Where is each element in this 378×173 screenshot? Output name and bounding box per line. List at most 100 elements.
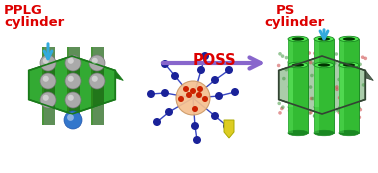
Circle shape bbox=[211, 76, 219, 84]
Bar bbox=[67, 47, 68, 125]
Circle shape bbox=[347, 84, 350, 87]
Ellipse shape bbox=[288, 62, 308, 68]
Bar bbox=[339, 65, 344, 133]
Circle shape bbox=[325, 110, 328, 113]
Ellipse shape bbox=[339, 130, 359, 136]
Circle shape bbox=[302, 53, 306, 56]
Circle shape bbox=[347, 91, 351, 94]
Circle shape bbox=[68, 95, 74, 101]
Circle shape bbox=[335, 52, 338, 56]
Circle shape bbox=[285, 56, 288, 59]
Circle shape bbox=[328, 71, 332, 75]
Circle shape bbox=[322, 100, 325, 103]
Circle shape bbox=[328, 106, 332, 109]
Circle shape bbox=[351, 101, 355, 105]
Ellipse shape bbox=[318, 63, 330, 67]
Circle shape bbox=[343, 64, 347, 67]
Circle shape bbox=[321, 59, 325, 62]
Bar bbox=[288, 65, 308, 133]
Circle shape bbox=[338, 111, 341, 114]
Circle shape bbox=[40, 55, 56, 71]
Circle shape bbox=[310, 97, 313, 100]
Circle shape bbox=[326, 108, 330, 111]
Circle shape bbox=[65, 55, 81, 71]
Circle shape bbox=[344, 87, 348, 91]
Bar bbox=[314, 39, 334, 107]
Circle shape bbox=[309, 85, 312, 89]
Circle shape bbox=[342, 51, 345, 55]
Text: cylinder: cylinder bbox=[4, 16, 64, 29]
Circle shape bbox=[43, 95, 49, 101]
Circle shape bbox=[197, 66, 205, 74]
Circle shape bbox=[346, 53, 350, 56]
Circle shape bbox=[196, 92, 202, 98]
Circle shape bbox=[288, 85, 291, 88]
Circle shape bbox=[336, 108, 340, 111]
Circle shape bbox=[314, 73, 317, 76]
Circle shape bbox=[345, 108, 349, 112]
Circle shape bbox=[313, 114, 316, 118]
Circle shape bbox=[161, 89, 169, 97]
Circle shape bbox=[358, 62, 362, 66]
Circle shape bbox=[176, 81, 210, 115]
Circle shape bbox=[147, 90, 155, 98]
Ellipse shape bbox=[339, 104, 359, 110]
Circle shape bbox=[308, 111, 311, 115]
Bar bbox=[67, 47, 79, 125]
Ellipse shape bbox=[288, 130, 308, 136]
Circle shape bbox=[314, 103, 318, 106]
Circle shape bbox=[211, 112, 219, 120]
Circle shape bbox=[347, 64, 350, 68]
Circle shape bbox=[312, 62, 316, 65]
Circle shape bbox=[327, 94, 331, 97]
Circle shape bbox=[345, 112, 349, 115]
Ellipse shape bbox=[339, 62, 359, 68]
Circle shape bbox=[292, 59, 295, 63]
Circle shape bbox=[223, 122, 231, 130]
Circle shape bbox=[344, 110, 347, 113]
Circle shape bbox=[323, 74, 327, 78]
Circle shape bbox=[285, 68, 288, 71]
Circle shape bbox=[328, 111, 332, 114]
Circle shape bbox=[192, 106, 198, 112]
Circle shape bbox=[332, 110, 336, 114]
Circle shape bbox=[277, 102, 281, 105]
Circle shape bbox=[333, 61, 336, 65]
Circle shape bbox=[325, 97, 329, 100]
Ellipse shape bbox=[314, 62, 334, 68]
Circle shape bbox=[280, 107, 284, 110]
Polygon shape bbox=[29, 56, 115, 114]
Circle shape bbox=[336, 109, 339, 112]
Circle shape bbox=[165, 108, 173, 116]
Circle shape bbox=[64, 111, 82, 129]
Polygon shape bbox=[72, 56, 123, 80]
Circle shape bbox=[278, 52, 282, 56]
Circle shape bbox=[278, 111, 282, 115]
Text: cylinder: cylinder bbox=[264, 16, 324, 29]
Ellipse shape bbox=[318, 37, 330, 41]
Circle shape bbox=[291, 114, 294, 118]
Ellipse shape bbox=[292, 63, 304, 67]
Circle shape bbox=[281, 54, 284, 58]
Circle shape bbox=[277, 64, 280, 67]
Circle shape bbox=[291, 79, 295, 82]
Polygon shape bbox=[29, 56, 80, 80]
Circle shape bbox=[68, 76, 74, 82]
Circle shape bbox=[191, 122, 199, 130]
Circle shape bbox=[323, 76, 327, 80]
Circle shape bbox=[67, 114, 74, 121]
Circle shape bbox=[347, 77, 350, 80]
Circle shape bbox=[288, 85, 292, 88]
Circle shape bbox=[183, 86, 189, 92]
Circle shape bbox=[294, 96, 297, 100]
Text: POSS: POSS bbox=[192, 53, 236, 68]
Ellipse shape bbox=[314, 130, 334, 136]
Circle shape bbox=[316, 92, 319, 96]
Circle shape bbox=[178, 96, 184, 102]
Circle shape bbox=[304, 83, 308, 86]
Bar bbox=[314, 65, 334, 133]
Circle shape bbox=[355, 56, 358, 60]
Circle shape bbox=[92, 76, 98, 82]
Circle shape bbox=[304, 52, 308, 56]
Circle shape bbox=[231, 88, 239, 96]
